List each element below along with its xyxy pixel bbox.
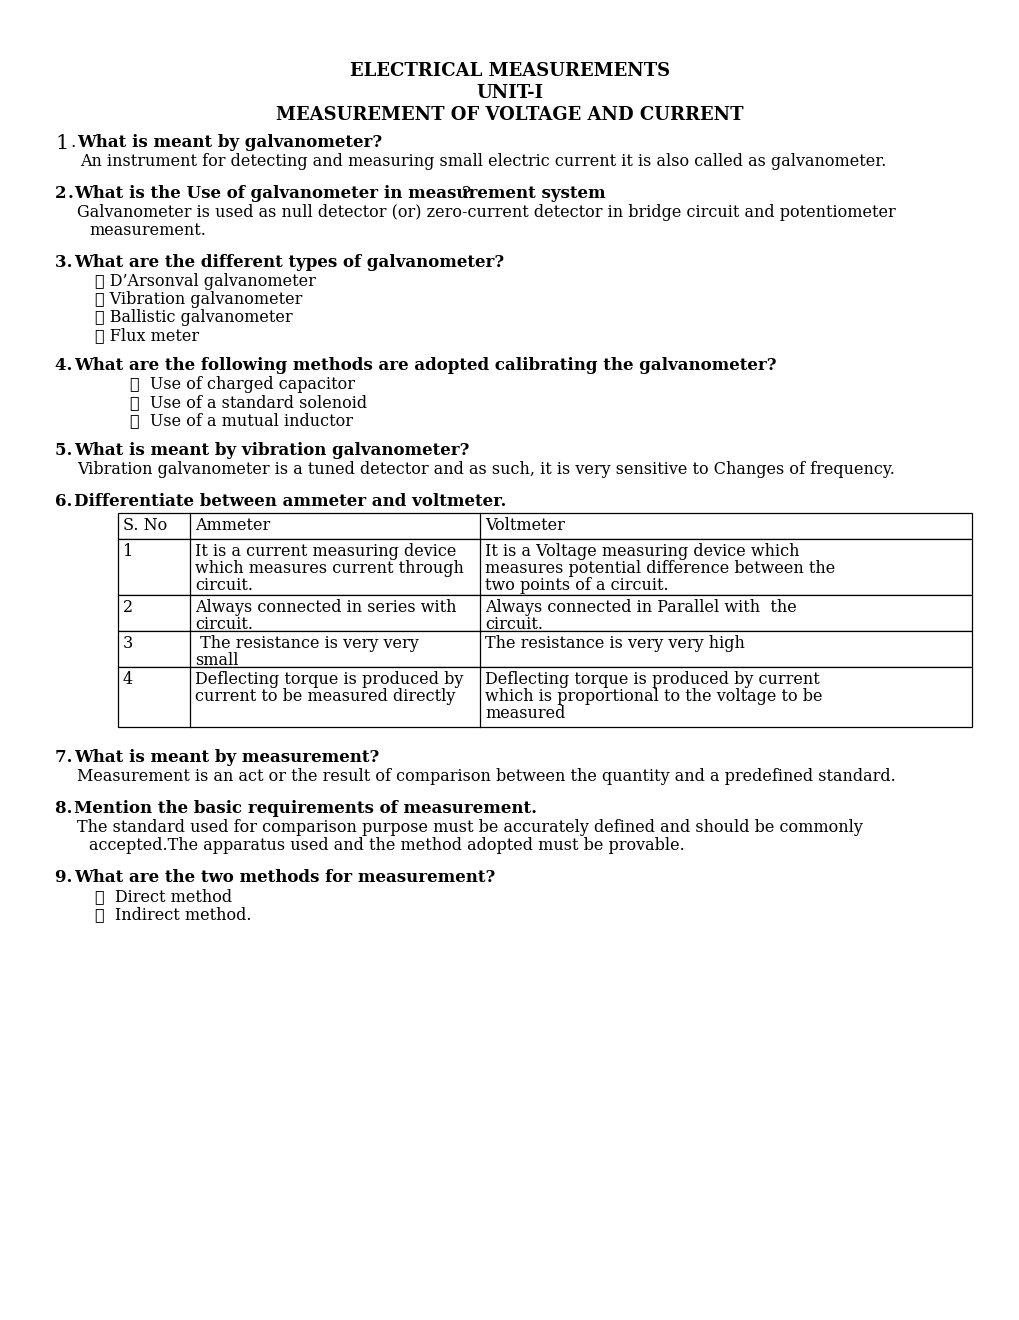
Text: What are the following methods are adopted calibrating the galvanometer?: What are the following methods are adopt… [74, 356, 775, 374]
Text: 5.: 5. [55, 442, 78, 459]
Text: Measurement is an act or the result of comparison between the quantity and a pre: Measurement is an act or the result of c… [76, 768, 895, 785]
Text: S. No: S. No [123, 517, 167, 535]
Text: measures potential difference between the: measures potential difference between th… [484, 560, 835, 577]
Text: 4: 4 [123, 671, 133, 688]
Text: Vibration galvanometer is a tuned detector and as such, it is very sensitive to : Vibration galvanometer is a tuned detect… [76, 461, 894, 478]
Bar [118, 539, 971, 595]
Bar [118, 667, 971, 727]
Text: ❖  Direct method: ❖ Direct method [95, 888, 232, 906]
Text: The resistance is very very: The resistance is very very [195, 635, 419, 652]
Text: 3: 3 [123, 635, 133, 652]
Text: current to be measured directly: current to be measured directly [195, 688, 454, 705]
Text: The resistance is very very high: The resistance is very very high [484, 635, 744, 652]
Text: ❖ Vibration galvanometer: ❖ Vibration galvanometer [95, 290, 302, 308]
Text: Deflecting torque is produced by: Deflecting torque is produced by [195, 671, 463, 688]
Text: two points of a circuit.: two points of a circuit. [484, 577, 668, 594]
Text: What is meant by measurement?: What is meant by measurement? [74, 748, 379, 766]
Text: measurement.: measurement. [89, 222, 206, 239]
Text: It is a Voltage measuring device which: It is a Voltage measuring device which [484, 543, 799, 560]
Text: What is meant by vibration galvanometer?: What is meant by vibration galvanometer? [74, 442, 469, 459]
Text: 4.: 4. [55, 356, 78, 374]
Text: MEASUREMENT OF VOLTAGE AND CURRENT: MEASUREMENT OF VOLTAGE AND CURRENT [276, 106, 743, 124]
Text: ❖ D’Arsonval galvanometer: ❖ D’Arsonval galvanometer [95, 273, 316, 290]
Text: circuit.: circuit. [195, 577, 253, 594]
Text: which measures current through: which measures current through [195, 560, 464, 577]
Text: 3.: 3. [55, 253, 78, 271]
Text: What is meant by galvanometer?: What is meant by galvanometer? [76, 135, 382, 150]
Text: 1: 1 [123, 543, 133, 560]
Text: What are the two methods for measurement?: What are the two methods for measurement… [74, 869, 495, 886]
Text: Differentiate between ammeter and voltmeter.: Differentiate between ammeter and voltme… [74, 492, 505, 510]
Bar [118, 631, 971, 667]
Bar [118, 595, 971, 631]
Text: circuit.: circuit. [195, 616, 253, 634]
Text: UNIT-I: UNIT-I [476, 84, 543, 102]
Text: circuit.: circuit. [484, 616, 542, 634]
Text: .: . [71, 135, 82, 150]
Text: 2: 2 [123, 599, 133, 616]
Text: ❖ Flux meter: ❖ Flux meter [95, 327, 199, 345]
Text: ❖  Use of a standard solenoid: ❖ Use of a standard solenoid [129, 393, 367, 411]
Text: It is a current measuring device: It is a current measuring device [195, 543, 455, 560]
Bar [118, 513, 971, 539]
Text: Mention the basic requirements of measurement.: Mention the basic requirements of measur… [74, 800, 536, 817]
Text: 1: 1 [55, 135, 68, 153]
Text: An instrument for detecting and measuring small electric current it is also call: An instrument for detecting and measurin… [79, 153, 886, 170]
Text: Always connected in series with: Always connected in series with [195, 599, 457, 616]
Text: What are the different types of galvanometer?: What are the different types of galvanom… [74, 253, 503, 271]
Text: ?: ? [462, 185, 471, 202]
Text: ❖  Indirect method.: ❖ Indirect method. [95, 906, 252, 923]
Text: 6.: 6. [55, 492, 78, 510]
Text: Always connected in Parallel with  the: Always connected in Parallel with the [484, 599, 796, 616]
Text: 9.: 9. [55, 869, 78, 886]
Text: 2: 2 [55, 185, 66, 202]
Text: Galvanometer is used as null detector (or) zero-current detector in bridge circu: Galvanometer is used as null detector (o… [76, 205, 895, 220]
Text: ❖  Use of charged capacitor: ❖ Use of charged capacitor [129, 376, 355, 393]
Text: ❖  Use of a mutual inductor: ❖ Use of a mutual inductor [129, 412, 353, 429]
Text: ELECTRICAL MEASUREMENTS: ELECTRICAL MEASUREMENTS [350, 62, 669, 81]
Text: accepted.The apparatus used and the method adopted must be provable.: accepted.The apparatus used and the meth… [89, 837, 684, 854]
Text: 8.: 8. [55, 800, 78, 817]
Text: What is the Use of galvanometer in measurement system: What is the Use of galvanometer in measu… [74, 185, 605, 202]
Text: Voltmeter: Voltmeter [484, 517, 565, 535]
Text: The standard used for comparison purpose must be accurately defined and should b: The standard used for comparison purpose… [76, 818, 862, 836]
Text: Ammeter: Ammeter [195, 517, 270, 535]
Text: which is proportional to the voltage to be: which is proportional to the voltage to … [484, 688, 821, 705]
Text: measured: measured [484, 705, 565, 722]
Text: 7.: 7. [55, 748, 78, 766]
Text: small: small [195, 652, 238, 669]
Text: Deflecting torque is produced by current: Deflecting torque is produced by current [484, 671, 819, 688]
Text: .: . [68, 185, 79, 202]
Text: ❖ Ballistic galvanometer: ❖ Ballistic galvanometer [95, 309, 292, 326]
